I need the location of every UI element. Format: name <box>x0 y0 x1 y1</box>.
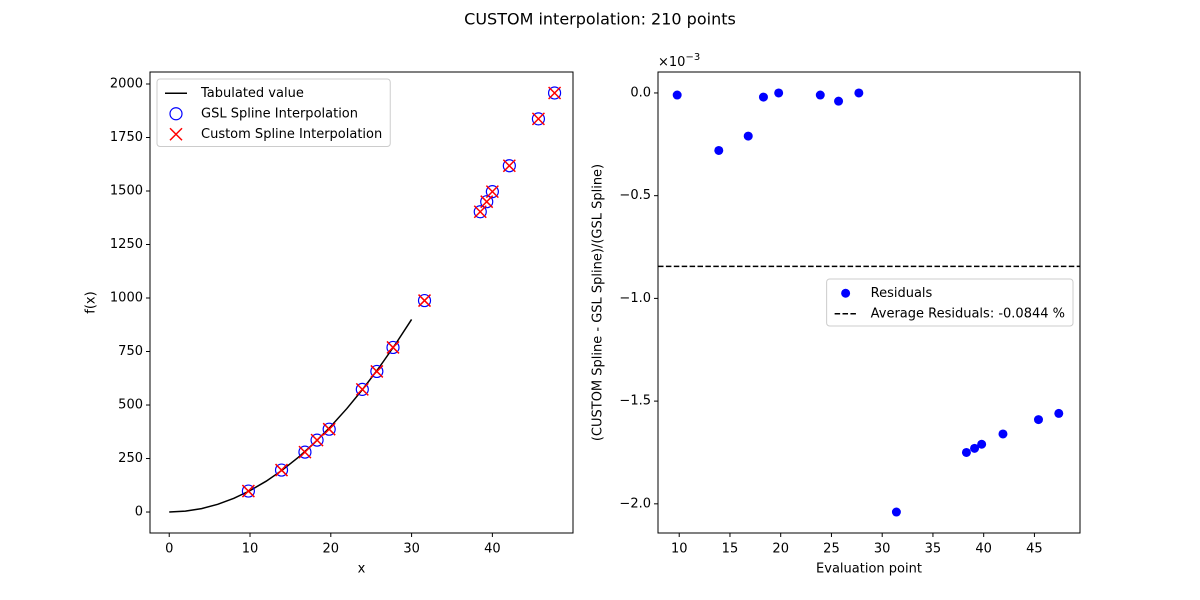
gsl-marker <box>502 159 516 173</box>
custom-marker <box>417 294 432 308</box>
custom-marker <box>502 159 516 173</box>
gsl-marker <box>370 364 384 379</box>
legend: Residuals Average Residuals: -0.0844 % <box>826 278 1074 327</box>
figure-title: CUSTOM interpolation: 210 points <box>464 10 736 29</box>
legend-handle <box>841 288 851 298</box>
legend-label: Residuals <box>871 286 933 301</box>
gsl-marker <box>547 86 562 100</box>
custom-marker <box>355 382 369 396</box>
legend-label: GSL Spline Interpolation <box>201 106 358 121</box>
residual-point <box>758 92 768 102</box>
custom-marker <box>310 433 324 447</box>
x-tick-label: 45 <box>1026 542 1043 557</box>
x-tick-label: 10 <box>242 542 259 557</box>
gsl-marker <box>386 340 400 355</box>
y-tick-label: 750 <box>118 344 143 359</box>
x-tick-label: 0 <box>165 542 173 557</box>
y-tick-label: −1.0 <box>619 291 651 306</box>
custom-marker <box>485 185 499 199</box>
x-tick-label: 40 <box>975 542 992 557</box>
custom-marker <box>473 205 487 219</box>
custom-marker <box>531 112 545 126</box>
gsl-marker <box>274 463 289 477</box>
y-tick-label: −0.5 <box>619 188 651 203</box>
gsl-marker <box>531 112 546 126</box>
offset-exponent: −3 <box>685 52 700 63</box>
legend-label: Average Residuals: -0.0844 % <box>871 306 1065 321</box>
x-axis-label: Evaluation point <box>816 562 922 577</box>
y-tick-label: −1.5 <box>619 394 651 409</box>
y-tick-label: 0 <box>135 505 143 520</box>
legend-box <box>826 278 1074 327</box>
legend-handle <box>169 107 183 121</box>
residual-point <box>970 443 980 453</box>
custom-marker <box>274 463 289 477</box>
custom-marker <box>370 364 384 378</box>
offset-base: ×10 <box>658 55 685 70</box>
x-tick-label: 10 <box>671 542 688 557</box>
x-tick-label: 40 <box>484 542 501 557</box>
x-tick-label: 35 <box>925 542 942 557</box>
residual-point <box>961 447 971 457</box>
axes-frame <box>149 71 574 534</box>
gsl-marker <box>473 205 487 219</box>
x-tick-label: 15 <box>722 542 739 557</box>
y-tick-label: −2.0 <box>619 496 651 511</box>
y-tick-label: 250 <box>118 451 143 466</box>
legend-label: Tabulated value <box>200 86 304 101</box>
custom-marker <box>386 340 400 354</box>
plot-area <box>658 88 1080 517</box>
gsl-marker <box>310 433 324 447</box>
y-tick-label: 1500 <box>110 183 143 198</box>
y-axis-label: (CUSTOM Spline - GSL Spline)/(GSL Spline… <box>591 164 606 441</box>
x-tick-label: 30 <box>403 542 420 557</box>
gsl-marker <box>298 445 312 459</box>
custom-marker <box>548 86 562 100</box>
residual-point <box>672 90 682 100</box>
custom-marker <box>322 422 336 436</box>
legend: Tabulated value GSL Spline Interpolation C… <box>156 78 391 147</box>
y-offset-label: ×10−3 <box>658 52 700 70</box>
plot-area <box>169 86 562 513</box>
residual-point <box>834 96 844 106</box>
y-tick-label: 2000 <box>110 76 143 91</box>
custom-marker <box>298 445 312 459</box>
x-tick-label: 20 <box>772 542 789 557</box>
y-tick-label: 1750 <box>110 130 143 145</box>
gsl-marker <box>241 484 255 498</box>
residual-point <box>977 439 987 449</box>
x-tick-label: 20 <box>323 542 340 557</box>
legend-box <box>156 78 391 147</box>
legend-label: Custom Spline Interpolation <box>201 127 382 142</box>
y-tick-label: 0.0 <box>630 85 651 100</box>
gsl-marker <box>485 185 499 199</box>
residual-point <box>1054 408 1064 418</box>
custom-marker <box>480 195 494 209</box>
axes-frame <box>657 71 1081 534</box>
tabulated-line <box>169 318 413 513</box>
residual-point <box>743 131 753 141</box>
custom-marker <box>241 484 255 498</box>
residual-point <box>854 88 864 98</box>
gsl-marker <box>480 195 494 209</box>
residual-point <box>998 429 1008 439</box>
x-tick-label: 25 <box>823 542 840 557</box>
residual-point <box>1033 415 1043 425</box>
y-tick-label: 1250 <box>110 237 143 252</box>
y-tick-label: 500 <box>118 398 143 413</box>
residual-point <box>774 88 784 98</box>
y-tick-label: 1000 <box>110 291 143 306</box>
residual-point <box>891 507 901 517</box>
residual-point <box>714 145 724 155</box>
residual-point <box>815 90 825 100</box>
gsl-marker <box>322 422 336 436</box>
x-axis-label: x <box>358 562 366 577</box>
gsl-marker <box>355 382 369 396</box>
y-axis-label: f(x) <box>84 291 99 313</box>
x-tick-label: 30 <box>874 542 891 557</box>
gsl-marker <box>417 293 432 308</box>
legend-handle <box>169 127 183 141</box>
